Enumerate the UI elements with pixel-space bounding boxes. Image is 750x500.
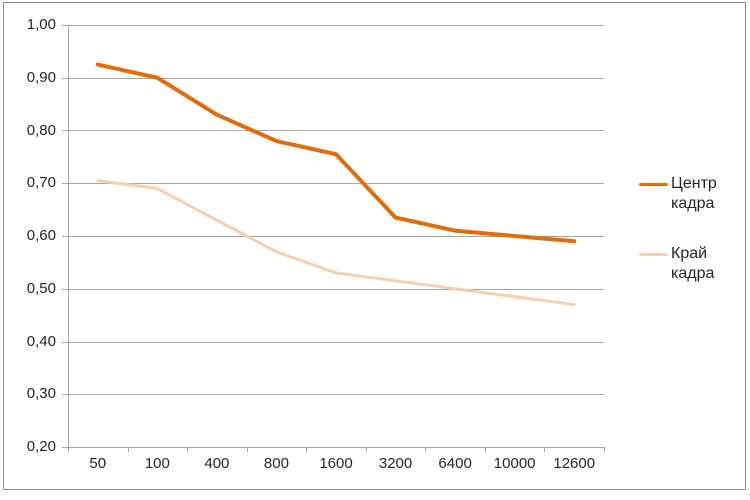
x-tick-label: 50 <box>89 455 107 472</box>
x-tick-label: 3200 <box>378 455 413 472</box>
chart-frame <box>3 2 746 490</box>
y-tick-label: 0,40 <box>26 332 56 350</box>
legend-label-edge-frame: Край кадра <box>671 245 715 282</box>
x-tick-label: 10000 <box>493 455 536 472</box>
y-tick-label: 0,30 <box>26 385 56 403</box>
y-tick-label: 0,70 <box>26 174 56 192</box>
x-tick-label: 800 <box>263 455 289 472</box>
y-tick-label: 0,90 <box>26 68 56 86</box>
y-tick-label: 0,60 <box>26 227 56 244</box>
x-tick-label: 400 <box>204 455 230 472</box>
x-tick-label: 12600 <box>553 455 596 472</box>
legend-swatch-edge-frame <box>639 253 668 256</box>
x-tick-label: 6400 <box>438 455 472 472</box>
legend: Центр кадра Край кадра <box>639 174 729 314</box>
x-tick-label: 100 <box>144 455 170 472</box>
x-tick-label: 1600 <box>319 455 353 472</box>
y-tick-label: 0,20 <box>26 438 56 455</box>
y-tick-label: 0,80 <box>26 121 56 139</box>
legend-item-center-frame: Центр кадра <box>639 174 729 214</box>
legend-item-edge-frame: Край кадра <box>639 244 729 284</box>
y-tick-label: 1,00 <box>26 16 56 33</box>
legend-label-center-frame: Центр кадра <box>671 175 717 212</box>
series-line-0 <box>95 62 577 244</box>
legend-swatch-center-frame <box>639 183 668 186</box>
series-line-1 <box>96 179 576 307</box>
y-tick-label: 0,50 <box>26 279 56 297</box>
